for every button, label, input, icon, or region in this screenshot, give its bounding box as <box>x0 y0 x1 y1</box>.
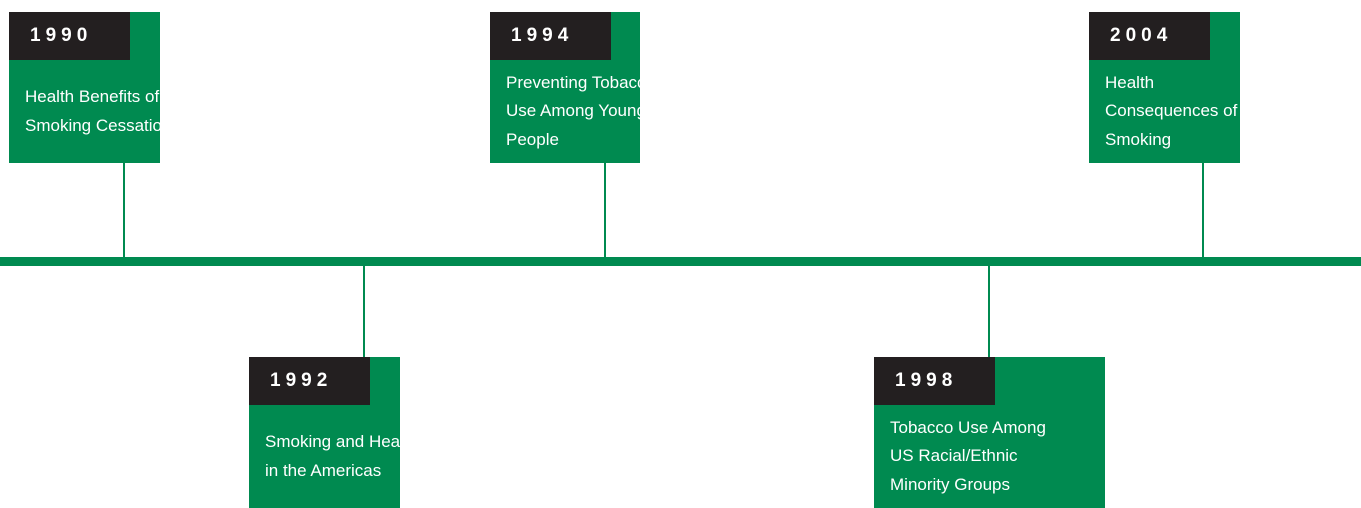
event-box: 1994 Preventing Tobacco Use Among Young Peo… <box>490 12 656 163</box>
connector <box>363 264 365 359</box>
event-title: US Racial/Ethnic <box>890 446 1018 466</box>
event-year: 1998 <box>874 357 995 405</box>
event-title: Smoking Cessation <box>25 115 172 135</box>
event-title: Smoking and Health <box>265 432 419 451</box>
connector <box>604 163 606 259</box>
event-year: 1990 <box>9 12 130 60</box>
event-title: Health Benefits of <box>25 87 160 106</box>
connector <box>123 163 125 259</box>
event-box: 1992 Smoking and Health in the Americas <box>249 357 419 508</box>
connector <box>1202 163 1204 259</box>
connector <box>988 264 990 359</box>
event-body: Health Consequences of Smoking <box>1089 60 1240 163</box>
event-body: Tobacco Use Among US Racial/Ethnic Minorit… <box>874 405 1105 508</box>
event-title: Consequences of <box>1105 101 1238 121</box>
event-year: 2004 <box>1089 12 1210 60</box>
event-year: 1992 <box>249 357 370 405</box>
event-year: 1994 <box>490 12 611 60</box>
event-title: Preventing Tobacco <box>506 72 656 92</box>
event-title: Minority Groups <box>890 474 1010 494</box>
timeline-axis <box>0 257 1361 266</box>
event-box: 1998 Tobacco Use Among US Racial/Ethnic Min… <box>874 357 1105 508</box>
event-body: Smoking and Health in the Americas <box>249 405 419 508</box>
event-body: Health Benefits of Smoking Cessation <box>9 60 172 163</box>
event-title: Use Among Young <box>506 101 646 121</box>
event-title: Health <box>1105 72 1155 92</box>
event-title: People <box>506 129 559 149</box>
event-title: Smoking <box>1105 129 1172 149</box>
event-title: in the Americas <box>265 460 382 480</box>
event-box: 1990 Health Benefits of Smoking Cessation <box>9 12 172 163</box>
event-body: Preventing Tobacco Use Among Young People <box>490 60 656 163</box>
event-box: 2004 Health Consequences of Smoking <box>1089 12 1240 163</box>
event-title: Tobacco Use Among <box>890 417 1046 437</box>
